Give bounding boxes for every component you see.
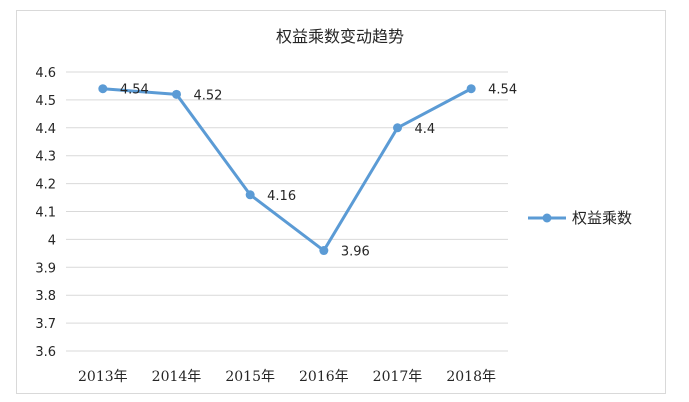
- legend-marker-icon: [542, 213, 552, 223]
- data-point: [245, 190, 255, 200]
- x-tick-label: 2015年: [225, 369, 275, 385]
- y-tick-label: 4.4: [35, 122, 56, 137]
- y-tick-label: 4.5: [35, 94, 56, 109]
- legend: 权益乘数: [528, 209, 632, 227]
- data-point: [466, 84, 476, 94]
- x-tick-label: 2014年: [152, 369, 202, 385]
- data-point: [319, 246, 329, 256]
- y-axis-ticks: 3.6 3.7 3.8 3.9 4 4.1 4.2 4.3 4.4 4.5 4.6: [35, 66, 56, 360]
- y-tick-label: 4.1: [35, 206, 56, 221]
- x-axis-ticks: 2013年 2014年 2015年 2016年 2017年 2018年: [78, 369, 496, 385]
- data-label: 4.54: [120, 83, 149, 98]
- x-tick-label: 2016年: [299, 369, 349, 385]
- chart-title: 权益乘数变动趋势: [276, 27, 404, 46]
- data-point: [393, 123, 402, 133]
- data-label: 4.4: [415, 122, 436, 137]
- chart-frame: [16, 10, 666, 394]
- series-layer: [98, 84, 476, 256]
- gridlines: [66, 71, 508, 352]
- y-tick-label: 4.3: [35, 150, 56, 165]
- data-labels: 4.54 4.52 4.16 3.96 4.4 4.54: [120, 83, 517, 260]
- y-tick-label: 4: [48, 233, 56, 248]
- series-line: [101, 87, 473, 253]
- y-tick-label: 4.2: [35, 178, 56, 193]
- x-tick-label: 2013年: [78, 369, 128, 385]
- data-label: 4.16: [267, 189, 296, 204]
- data-label: 3.96: [341, 245, 370, 260]
- data-label: 4.52: [194, 88, 223, 103]
- data-point: [172, 89, 181, 99]
- y-tick-label: 3.7: [35, 317, 56, 332]
- x-tick-label: 2018年: [446, 369, 496, 385]
- legend-label: 权益乘数: [572, 209, 632, 227]
- y-tick-label: 4.6: [35, 66, 56, 81]
- data-point: [98, 84, 108, 94]
- y-tick-label: 3.9: [35, 261, 56, 276]
- y-tick-label: 3.8: [35, 289, 56, 304]
- data-label: 4.54: [488, 83, 517, 98]
- y-tick-label: 3.6: [35, 345, 56, 360]
- x-tick-label: 2017年: [373, 369, 423, 385]
